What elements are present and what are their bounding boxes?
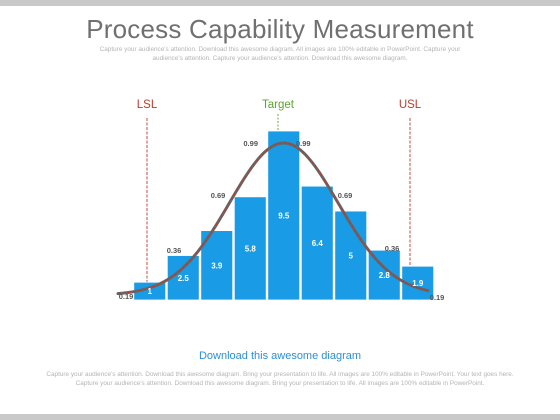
page-subtitle: Capture your audience's attention. Downl… <box>99 46 461 62</box>
bottom-border <box>0 414 560 420</box>
bar <box>300 185 334 301</box>
footer-text: Capture your audience's attention. Downl… <box>46 371 514 387</box>
bar-value-label: 5.8 <box>245 244 257 253</box>
curve-point-label: 0.99 <box>243 139 258 148</box>
curve-point-label: 0.36 <box>167 246 182 255</box>
top-border <box>0 0 560 6</box>
lsl-label: LSL <box>137 99 158 111</box>
bar-value-label: 2.8 <box>379 271 391 280</box>
curve-point-label: 0.69 <box>211 191 226 200</box>
bar-value-label: 2.5 <box>178 274 190 283</box>
bar-value-label: 1.9 <box>412 279 424 288</box>
bar <box>267 130 301 301</box>
page-title: Process Capability Measurement <box>86 14 474 44</box>
bar <box>233 196 267 301</box>
distribution-curve-dash <box>117 142 429 295</box>
curve-point-label: 0.99 <box>296 139 311 148</box>
bar-value-label: 6.4 <box>312 239 324 248</box>
curve-point-label: 0.19 <box>119 292 134 301</box>
bar-value-label: 3.9 <box>211 261 223 270</box>
bar-value-label: 5 <box>349 252 354 261</box>
target-label: Target <box>262 99 295 111</box>
bar-value-label: 1 <box>148 287 153 296</box>
capability-chart: LSL Target USL 1 2.5 3.9 5.8 9.5 6.4 5 2.8 1.9 0.19… <box>116 99 445 302</box>
curve-point-label: 0.19 <box>430 293 445 302</box>
curve-point-label: 0.36 <box>385 244 400 253</box>
footer-title[interactable]: Download this awesome diagram <box>198 350 362 362</box>
usl-label: USL <box>399 99 422 111</box>
bar-value-label: 9.5 <box>278 212 290 221</box>
curve-point-label: 0.69 <box>338 191 353 200</box>
